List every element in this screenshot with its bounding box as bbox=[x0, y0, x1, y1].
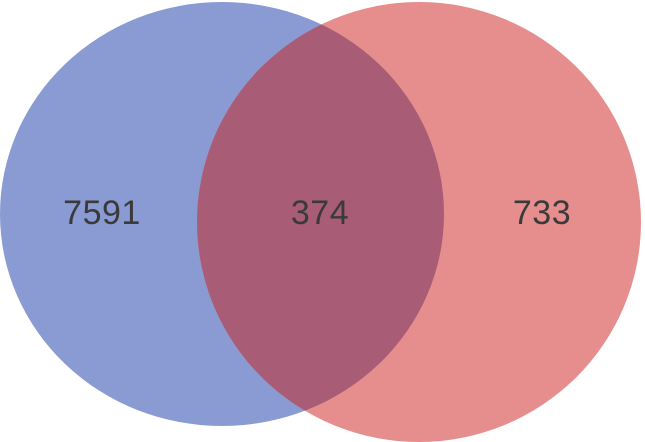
intersection-region bbox=[197, 2, 444, 426]
right-only-count: 733 bbox=[512, 194, 572, 232]
left-only-count: 7591 bbox=[63, 194, 141, 232]
intersection-count: 374 bbox=[290, 194, 350, 232]
